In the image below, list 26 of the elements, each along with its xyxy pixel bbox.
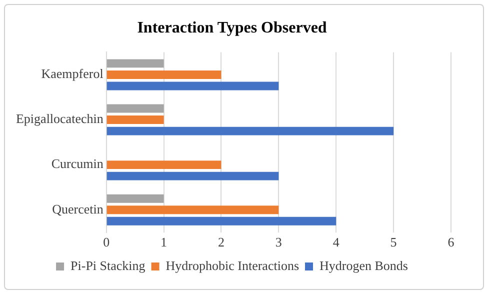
legend-label: Hydrophobic Interactions: [166, 258, 300, 273]
y-tick-label: Quercetin: [52, 201, 104, 216]
y-tick-label: Curcumin: [51, 156, 104, 172]
chart-title: Interaction Types Observed: [137, 20, 327, 37]
legend-label: Hydrogen Bonds: [320, 258, 408, 273]
bar: [106, 206, 279, 214]
bar: [106, 172, 279, 180]
x-tick-label: 3: [275, 234, 282, 250]
bar: [106, 194, 164, 203]
x-tick-label: 0: [103, 234, 110, 250]
x-tick-label: 2: [218, 234, 224, 250]
legend-label: Pi-Pi Stacking: [70, 258, 146, 273]
bar: [106, 70, 222, 79]
bar: [106, 160, 222, 170]
bar: [106, 104, 164, 113]
x-tick-label: 5: [390, 234, 397, 250]
x-tick-label: 1: [160, 234, 168, 250]
bar: [106, 82, 279, 90]
bar: [106, 116, 164, 124]
bar: [106, 59, 164, 68]
x-tick-label: 6: [448, 234, 455, 250]
y-tick-label: Epigallocatechin: [16, 111, 104, 126]
x-tick-label: 4: [332, 234, 340, 250]
bar: [106, 216, 336, 226]
bar: [106, 126, 394, 136]
y-tick-label: Kaempferol: [41, 66, 104, 82]
